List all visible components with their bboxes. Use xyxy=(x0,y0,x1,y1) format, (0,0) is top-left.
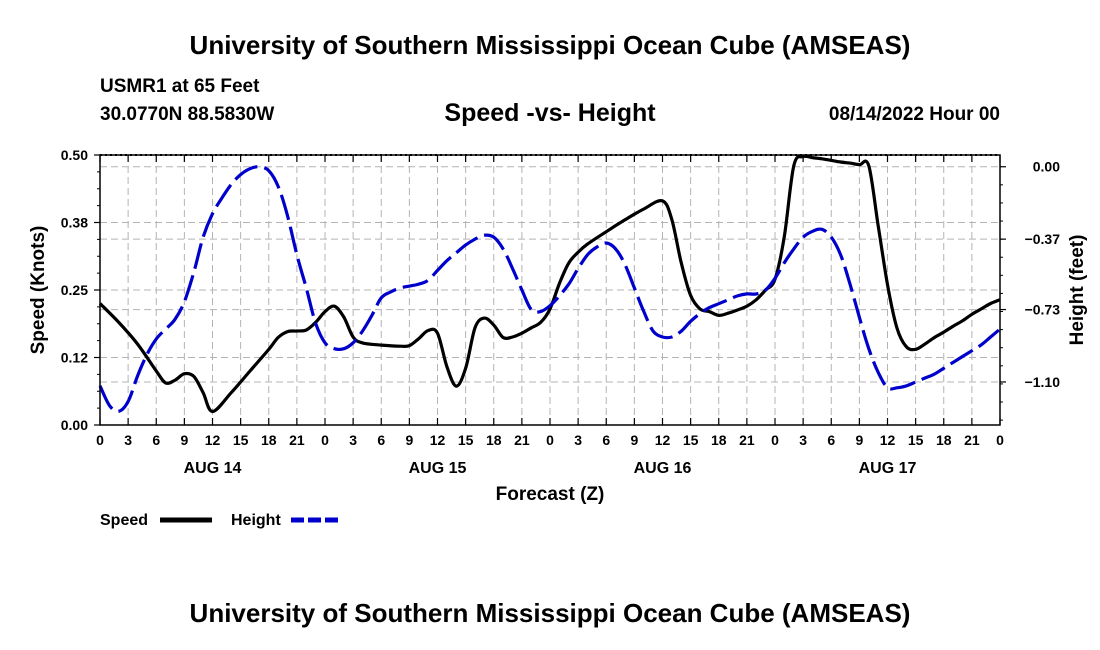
day-label: AUG 17 xyxy=(859,460,917,477)
day-label: AUG 14 xyxy=(184,460,242,477)
x-tick-label: 0 xyxy=(546,432,554,448)
x-tick-label: 15 xyxy=(458,432,474,448)
axes: 0 3 6 9 12 15 18 21 0 3 6 9 12 15 18 21 0 3 6 9 12 15 18 21 0 3 6 9… xyxy=(61,147,1060,477)
x-tick-label: 15 xyxy=(233,432,249,448)
y-tick-label-left: 0.38 xyxy=(61,215,88,231)
x-tick-label: 3 xyxy=(799,432,807,448)
legend-height-label: Height xyxy=(231,512,281,529)
x-tick-label: 12 xyxy=(430,432,446,448)
y-axis-label-left: Speed (Knots) xyxy=(28,226,49,355)
forecast-run-date: 08/14/2022 Hour 00 xyxy=(828,104,1000,125)
x-tick-label: 6 xyxy=(152,432,160,448)
x-tick-label: 9 xyxy=(405,432,413,448)
y-tick-label-left: 0.25 xyxy=(61,282,88,298)
x-tick-label: 6 xyxy=(602,432,610,448)
x-tick-label: 15 xyxy=(683,432,699,448)
y-tick-label-left: 0.12 xyxy=(61,350,88,366)
y-tick-label-right: 0.00 xyxy=(1033,159,1060,175)
x-tick-label: 6 xyxy=(377,432,385,448)
y-axis-label-right: Height (feet) xyxy=(1067,235,1088,346)
y-tick-label-right: −1.10 xyxy=(1025,374,1061,390)
legend-speed-label: Speed xyxy=(100,512,148,529)
x-tick-label: 18 xyxy=(486,432,502,448)
x-tick-label: 18 xyxy=(936,432,952,448)
station-coordinates: 30.0770N 88.5830W xyxy=(100,104,275,125)
x-tick-label: 3 xyxy=(574,432,582,448)
x-tick-label: 12 xyxy=(205,432,221,448)
x-tick-label: 21 xyxy=(289,432,305,448)
x-tick-label: 6 xyxy=(827,432,835,448)
x-tick-label: 0 xyxy=(996,432,1004,448)
x-tick-label: 15 xyxy=(908,432,924,448)
x-tick-label: 21 xyxy=(964,432,980,448)
footer-title: University of Southern Mississippi Ocean… xyxy=(189,598,911,628)
x-axis-label: Forecast (Z) xyxy=(496,484,605,505)
y-tick-label-left: 0.00 xyxy=(61,417,88,433)
y-tick-label-right: −0.37 xyxy=(1025,231,1061,247)
y-tick-label-left: 0.50 xyxy=(61,147,88,163)
series-line-speed xyxy=(98,154,1001,414)
x-tick-label: 21 xyxy=(514,432,530,448)
x-tick-label: 0 xyxy=(321,432,329,448)
x-tick-label: 18 xyxy=(261,432,277,448)
x-tick-label: 9 xyxy=(630,432,638,448)
main-title: University of Southern Mississippi Ocean… xyxy=(189,30,911,60)
day-label: AUG 16 xyxy=(634,460,692,477)
x-tick-label: 0 xyxy=(96,432,104,448)
legend: Speed Height xyxy=(100,512,342,529)
x-tick-label: 12 xyxy=(880,432,896,448)
day-label: AUG 15 xyxy=(409,460,467,477)
y-tick-label-right: −0.73 xyxy=(1025,302,1061,318)
series-line-height xyxy=(98,165,1002,414)
x-tick-label: 21 xyxy=(739,432,755,448)
grid-lines xyxy=(100,155,1000,425)
x-tick-label: 9 xyxy=(180,432,188,448)
x-tick-label: 9 xyxy=(855,432,863,448)
x-tick-label: 0 xyxy=(771,432,779,448)
series-lines xyxy=(98,154,1002,414)
x-tick-label: 12 xyxy=(655,432,671,448)
x-tick-label: 18 xyxy=(711,432,727,448)
x-tick-label: 3 xyxy=(349,432,357,448)
chart-subtitle: Speed -vs- Height xyxy=(444,99,656,127)
station-label: USMR1 at 65 Feet xyxy=(100,76,260,97)
x-tick-label: 3 xyxy=(124,432,132,448)
